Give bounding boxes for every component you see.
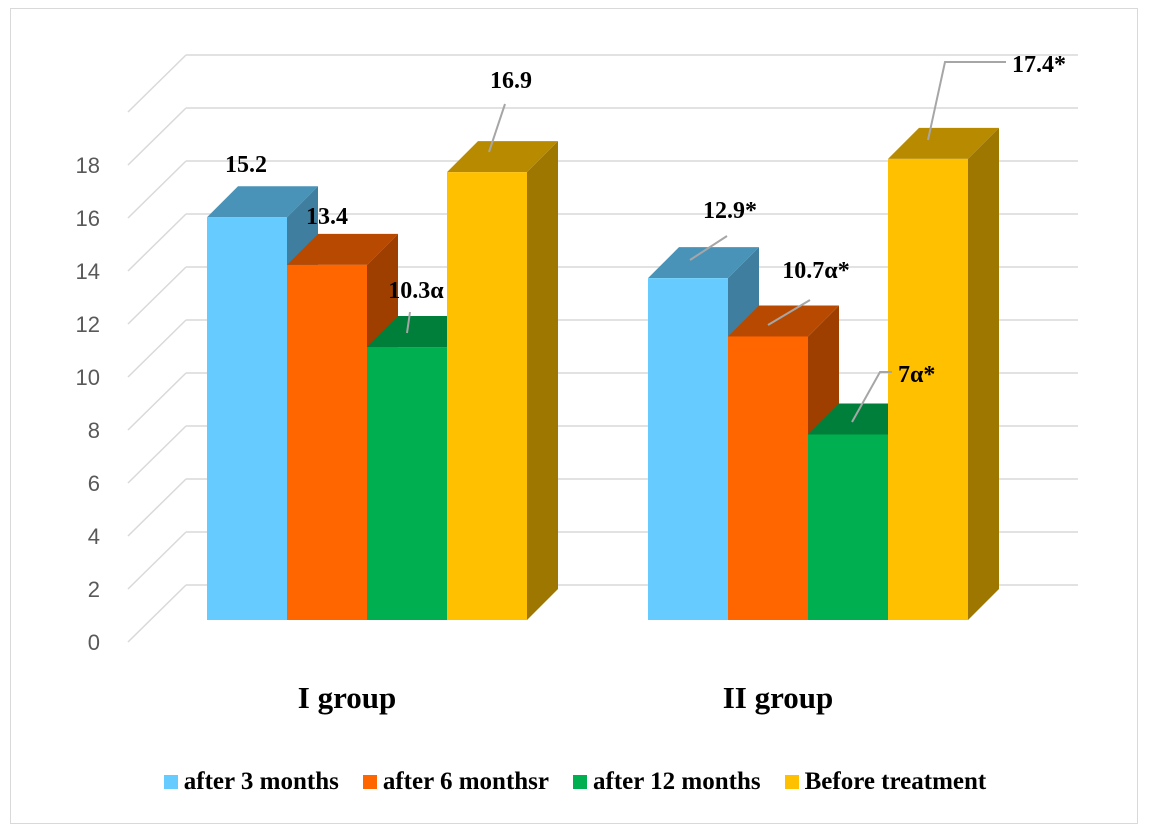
data-label: 13.4: [306, 204, 348, 230]
legend: after 3 months after 6 monthsr after 12 mo…: [0, 762, 1150, 802]
data-label: 10.7α*: [782, 258, 849, 284]
legend-label: after 6 monthsr: [382, 768, 550, 795]
leader-line: [851, 371, 892, 423]
legend-item: after 6 monthsr: [362, 768, 550, 796]
legend-item: Before treatment: [784, 768, 987, 796]
legend-label: after 12 months: [593, 768, 761, 795]
bar-top-face: [648, 247, 759, 279]
legend-label: Before treatment: [804, 768, 987, 795]
legend-item: after 12 months: [573, 768, 761, 796]
y-tick-label: 12: [76, 312, 100, 337]
bar-front-face: [808, 434, 888, 620]
bar-top-face: [287, 233, 398, 265]
bar-front-face: [367, 347, 447, 620]
category-label: I group: [298, 680, 397, 715]
grid-depth-line: [127, 319, 187, 378]
y-tick-label: 4: [88, 524, 100, 549]
data-label: 16.9: [490, 68, 532, 94]
leader-line: [927, 61, 1006, 141]
grid-depth-line: [127, 478, 187, 537]
legend-label: after 3 months: [183, 768, 339, 795]
y-tick-label: 16: [76, 206, 100, 231]
y-tick-label: 6: [88, 471, 100, 496]
y-tick-label: 0: [88, 630, 100, 655]
grid-depth-line: [127, 54, 187, 113]
grid-depth-line: [127, 107, 187, 166]
bar-front-face: [207, 217, 287, 620]
y-tick-label: 10: [76, 365, 100, 390]
data-label: 15.2: [225, 152, 267, 178]
bar-2-2: [728, 305, 839, 620]
grid-depth-line: [127, 425, 187, 484]
grid-depth-line: [127, 266, 187, 325]
bar-side-face: [527, 141, 558, 620]
bar-front-face: [888, 158, 968, 620]
legend-item: after 3 months: [163, 768, 339, 796]
leader-line: [767, 299, 811, 326]
bar-front-face: [728, 336, 808, 620]
grid-depth-line: [127, 213, 187, 272]
legend-swatch: [163, 775, 178, 789]
data-label: 17.4*: [1012, 52, 1066, 78]
bar-front-face: [447, 172, 527, 620]
grid-depth-line: [127, 584, 187, 643]
bar-side-face: [968, 127, 999, 621]
data-label: 7α*: [898, 362, 935, 388]
grid-depth-line: [127, 531, 187, 590]
category-label: II group: [723, 680, 834, 715]
legend-swatch: [362, 775, 377, 789]
bar-top-face: [207, 186, 318, 218]
bar-top-face: [888, 127, 999, 159]
leader-line: [488, 103, 506, 153]
legend-swatch: [573, 775, 588, 789]
bar-top-face: [447, 141, 558, 173]
leader-line: [406, 311, 411, 334]
bar-front-face: [287, 264, 367, 620]
bar-4-1: [447, 141, 558, 620]
grid-depth-line: [127, 372, 187, 431]
y-tick-label: 2: [88, 577, 100, 602]
y-tick-label: 18: [76, 153, 100, 178]
y-tick-label: 14: [76, 259, 100, 284]
y-tick-label: 8: [88, 418, 100, 443]
bar-4-2: [888, 127, 999, 621]
bar-chart: 0 2 4 6 8 10 12 14 16 18 15.2 12.9* 13.4 10.7α* 10.3α 7…: [76, 52, 1078, 715]
data-label: 12.9*: [703, 198, 757, 224]
data-label: 10.3α: [388, 278, 444, 304]
bar-top-face: [728, 305, 839, 337]
leader-line: [689, 235, 728, 261]
grid-depth-line: [127, 160, 187, 219]
legend-swatch: [784, 775, 799, 789]
bar-front-face: [648, 278, 728, 620]
